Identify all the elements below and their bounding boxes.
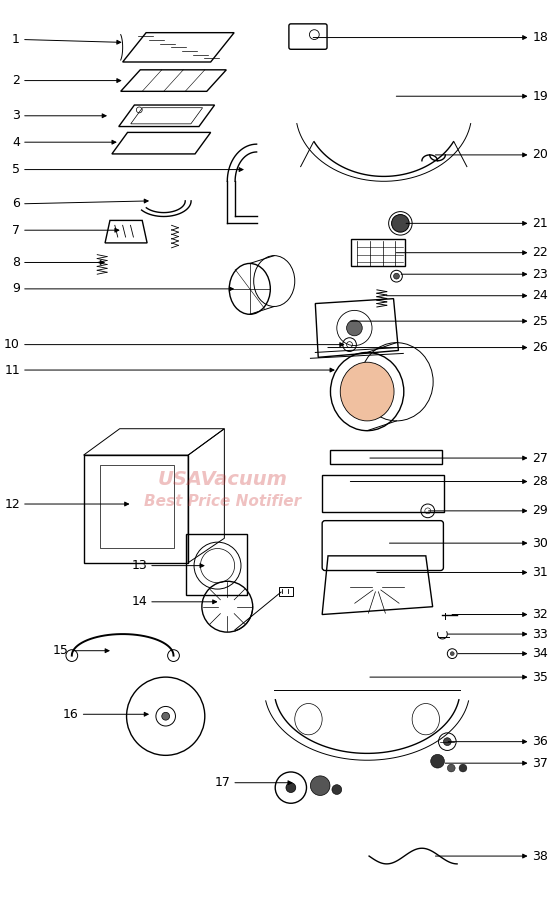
Text: 32: 32 [533,608,548,621]
Bar [100,465,174,548]
Circle shape [450,652,454,656]
Circle shape [431,754,445,768]
Text: 24: 24 [533,289,548,302]
Text: USAVacuum: USAVacuum [158,471,288,489]
Text: 30: 30 [533,537,548,550]
Bar [186,534,247,595]
Text: 22: 22 [533,246,548,259]
Text: 8: 8 [12,256,20,269]
Text: 35: 35 [533,670,548,683]
Text: 31: 31 [533,566,548,579]
Text: 7: 7 [12,224,20,237]
Text: 37: 37 [533,757,548,770]
Text: 6: 6 [12,197,20,210]
Circle shape [447,764,455,772]
Text: 13: 13 [132,559,147,572]
Text: 5: 5 [12,163,20,176]
Text: Best Price Notifier: Best Price Notifier [144,494,301,509]
Text: 29: 29 [533,505,548,518]
Text: 26: 26 [533,341,548,354]
Circle shape [310,775,330,796]
Text: 4: 4 [12,135,20,148]
Text: 16: 16 [63,707,79,721]
Text: 1: 1 [12,33,20,46]
Bar [352,239,405,266]
Circle shape [286,783,296,792]
Text: 18: 18 [533,31,548,44]
Text: 12: 12 [4,497,20,510]
Circle shape [394,274,399,279]
Circle shape [162,712,170,720]
Circle shape [459,764,467,772]
Text: 25: 25 [533,315,548,328]
Text: 28: 28 [533,475,548,488]
Text: 10: 10 [4,338,20,351]
Text: 36: 36 [533,735,548,748]
Text: 15: 15 [53,644,69,658]
Text: 20: 20 [533,148,548,161]
Ellipse shape [340,362,394,421]
Text: 3: 3 [12,110,20,122]
Text: 38: 38 [533,849,548,863]
Text: 21: 21 [533,216,548,230]
Text: 11: 11 [4,364,20,377]
Bar [279,588,293,596]
Text: 14: 14 [132,595,147,608]
Circle shape [332,785,342,795]
Text: 23: 23 [533,268,548,281]
Text: 33: 33 [533,627,548,641]
Circle shape [444,738,451,746]
Text: 9: 9 [12,283,20,296]
Text: 34: 34 [533,647,548,660]
Text: 17: 17 [215,776,230,789]
Circle shape [347,321,362,336]
Circle shape [392,215,409,232]
Text: 27: 27 [533,451,548,464]
Text: 2: 2 [12,74,20,87]
Bar [322,474,445,512]
Text: 19: 19 [533,89,548,103]
Bar [330,450,442,464]
